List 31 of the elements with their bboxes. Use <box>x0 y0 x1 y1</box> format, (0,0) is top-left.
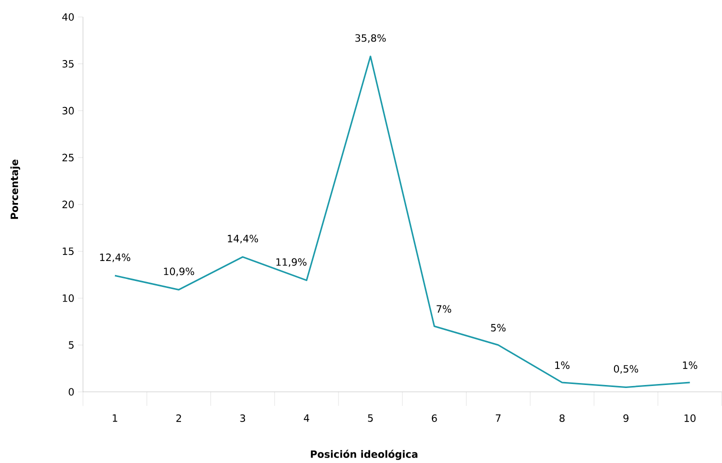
data-label: 14,4% <box>228 234 258 244</box>
data-label: 35,8% <box>355 34 386 43</box>
x-tick-label: 2 <box>176 414 181 422</box>
x-tick-label: 3 <box>240 414 246 422</box>
y-tick-label: 0 <box>68 388 74 396</box>
x-tick-label: 10 <box>684 414 696 422</box>
y-tick-label: 30 <box>62 106 74 114</box>
data-label: 0,5% <box>614 364 638 374</box>
y-axis-title: Porcentaje <box>10 159 20 219</box>
data-label: 5% <box>491 324 506 332</box>
data-label: 7% <box>436 305 452 313</box>
y-tick-label: 40 <box>62 13 74 21</box>
data-label: 1% <box>683 361 698 369</box>
x-tick-label: 8 <box>560 414 565 422</box>
y-tick-label: 20 <box>62 200 74 208</box>
y-tick-label: 10 <box>62 294 74 302</box>
data-label: 12,4% <box>100 253 130 262</box>
x-axis-title: Posición ideológica <box>310 450 418 460</box>
data-label: 11,9% <box>276 258 306 267</box>
x-tick-label: 1 <box>112 414 118 422</box>
y-tick-label: 35 <box>62 60 74 68</box>
data-label: 1% <box>555 361 570 369</box>
y-tick-label: 5 <box>68 341 74 349</box>
y-tick-label: 15 <box>62 247 74 255</box>
y-tick-label: 25 <box>62 154 74 162</box>
x-tick-label: 9 <box>623 414 628 422</box>
x-tick-label: 5 <box>368 414 373 422</box>
data-label: 10,9% <box>164 267 194 276</box>
x-tick-label: 7 <box>496 414 501 422</box>
x-tick-label: 6 <box>432 414 437 422</box>
x-tick-label: 4 <box>304 414 310 422</box>
